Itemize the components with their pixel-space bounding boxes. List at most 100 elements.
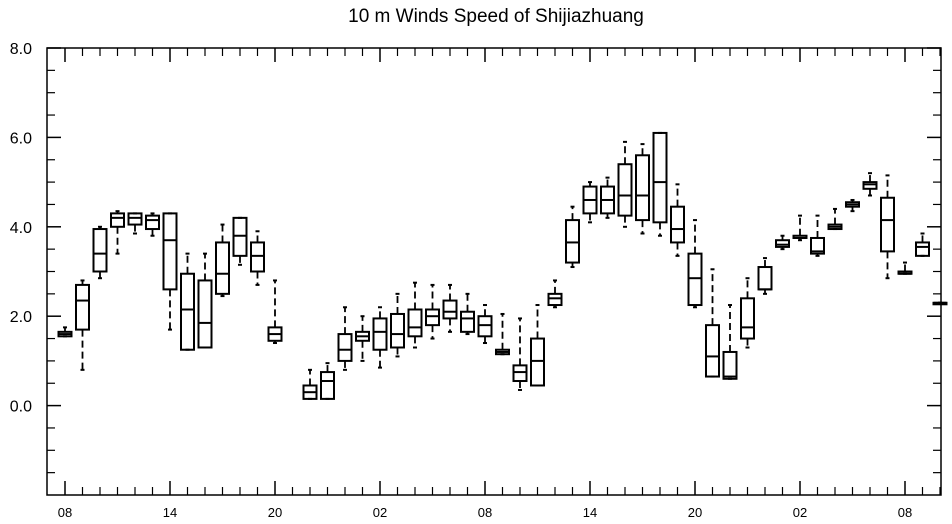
box-45 (845, 198, 860, 213)
box-body (337, 333, 353, 362)
y-tick-label: 0.0 (10, 399, 32, 416)
box-28 (547, 279, 563, 309)
box-21 (425, 283, 440, 340)
y-tick-label: 4.0 (10, 220, 32, 237)
chart-title: 10 m Winds Speed of Shijiazhuang (348, 6, 644, 27)
box-body (162, 212, 178, 291)
box-32 (617, 140, 633, 228)
box-12 (267, 279, 283, 345)
box-body (652, 131, 668, 224)
box-body (127, 212, 143, 226)
y-tick-label: 6.0 (10, 130, 32, 147)
box-8 (197, 252, 213, 349)
box-body (740, 297, 755, 340)
box-body (407, 308, 423, 338)
box-19 (390, 292, 405, 358)
box-10 (232, 216, 248, 266)
box-26 (512, 317, 528, 391)
box-body (617, 163, 633, 217)
box-body (460, 310, 475, 333)
box-34 (652, 131, 668, 237)
box-11 (250, 230, 265, 286)
x-tick-label: 08 (58, 505, 72, 520)
y-tick-label: 8.0 (10, 41, 32, 58)
axes-layer: 0.0 2.0 4.0 6.0 8.0 08 14 20 02 08 14 20 02 08 (10, 41, 941, 520)
box-5 (145, 212, 160, 237)
box-body (635, 154, 650, 222)
box-17 (355, 315, 370, 362)
box-body (390, 312, 405, 349)
box-49 (915, 232, 930, 257)
box-42 (792, 214, 808, 242)
box-body (775, 239, 790, 248)
box-body (512, 364, 528, 383)
box-body (92, 228, 108, 273)
box-body (477, 315, 493, 338)
box-35 (670, 183, 685, 257)
box-24 (477, 304, 493, 345)
box-38 (722, 304, 738, 380)
box-body (880, 196, 895, 253)
box-43 (810, 214, 825, 257)
x-tick-label: 14 (163, 505, 177, 520)
box-27 (530, 304, 545, 387)
box-39 (740, 277, 755, 349)
box-16 (337, 306, 353, 371)
box-body (722, 350, 738, 380)
x-tick-label: 20 (688, 505, 702, 520)
box-44 (827, 207, 843, 231)
box-2 (92, 225, 108, 280)
boxes-layer (57, 131, 948, 400)
box-41 (775, 234, 790, 251)
box-body (565, 219, 580, 264)
box-1 (75, 279, 90, 371)
x-tick-label: 08 (478, 505, 492, 520)
plot-frame (46, 47, 942, 496)
box-body (705, 324, 720, 378)
x-tick-label: 08 (898, 505, 912, 520)
box-body (687, 252, 703, 307)
box-body (145, 214, 160, 231)
x-tick-label: 02 (373, 505, 387, 520)
box-50 (932, 301, 948, 306)
box-body (110, 212, 125, 228)
box-46 (862, 172, 878, 197)
x-tick-label: 14 (583, 505, 597, 520)
box-body (810, 236, 825, 255)
y-tick-label: 2.0 (10, 309, 32, 326)
box-15 (320, 362, 335, 400)
box-body (180, 272, 195, 351)
box-body (670, 205, 685, 244)
box-body (915, 241, 930, 257)
box-14 (302, 368, 318, 400)
box-body (320, 371, 335, 400)
box-48 (897, 261, 913, 275)
box-40 (757, 257, 773, 295)
x-tick-label: 20 (268, 505, 282, 520)
box-body (862, 181, 878, 190)
box-30 (582, 181, 598, 224)
box-body (757, 266, 773, 291)
box-body (75, 283, 90, 331)
box-7 (180, 252, 195, 351)
box-18 (372, 306, 388, 369)
box-body (442, 299, 458, 320)
box-0 (57, 326, 73, 338)
box-body (547, 292, 563, 307)
box-9 (215, 223, 230, 298)
box-3 (110, 210, 125, 255)
box-body (530, 337, 545, 387)
box-body (250, 241, 265, 273)
box-36 (687, 219, 703, 309)
box-6 (162, 212, 178, 331)
box-4 (127, 212, 143, 235)
box-37 (705, 268, 720, 378)
box-47 (880, 174, 895, 280)
box-31 (600, 176, 615, 219)
box-body (372, 317, 388, 351)
box-20 (407, 281, 423, 349)
x-tick-label: 02 (793, 505, 807, 520)
box-33 (635, 143, 650, 235)
box-25 (495, 312, 510, 356)
